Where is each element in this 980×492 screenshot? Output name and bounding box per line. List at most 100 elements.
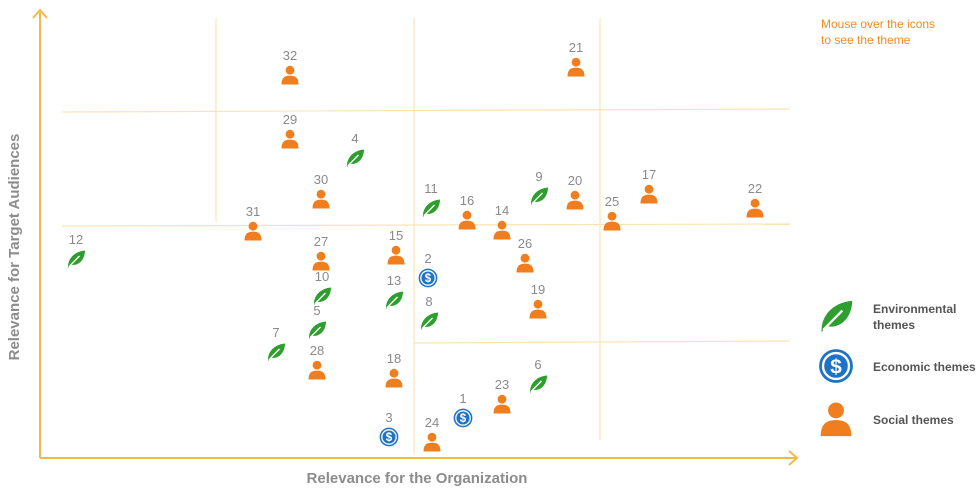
data-point-label: 16 [460, 193, 474, 208]
data-point-27[interactable]: 27 [312, 234, 330, 271]
data-point-16[interactable]: 16 [458, 193, 476, 230]
data-point-30[interactable]: 30 [312, 172, 330, 209]
person-icon [516, 253, 534, 273]
hover-hint-line-2: to see the theme [821, 33, 911, 47]
data-point-13[interactable]: 13 [385, 273, 404, 310]
data-point-31[interactable]: 31 [244, 204, 262, 241]
data-point-26[interactable]: 26 [516, 236, 534, 273]
data-points: 1234567891011121314151617181920212223242… [67, 40, 764, 452]
data-point-21[interactable]: 21 [567, 40, 585, 77]
data-point-4[interactable]: 4 [346, 131, 365, 168]
legend: Environmental themes Economic themes Social… [818, 299, 976, 437]
data-point-28[interactable]: 28 [308, 343, 326, 380]
person-icon [281, 65, 299, 85]
legend-item-environmental: Environmental themes [820, 299, 956, 334]
leaf-icon [346, 148, 365, 168]
data-point-25[interactable]: 25 [603, 194, 621, 231]
data-point-label: 13 [387, 273, 401, 288]
data-point-label: 24 [425, 415, 439, 430]
data-point-14[interactable]: 14 [493, 203, 511, 240]
data-point-label: 4 [351, 131, 358, 146]
data-point-23[interactable]: 23 [493, 377, 511, 414]
person-icon [312, 189, 330, 209]
leaf-icon [67, 249, 86, 269]
data-point-label: 20 [568, 173, 582, 188]
data-point-7[interactable]: 7 [267, 325, 286, 362]
legend-label: Environmental [873, 302, 956, 316]
data-point-label: 3 [385, 410, 392, 425]
legend-item-social: Social themes [820, 402, 954, 437]
data-point-15[interactable]: 15 [387, 228, 405, 265]
data-point-label: 23 [495, 377, 509, 392]
axes [32, 8, 799, 466]
person-icon [566, 190, 584, 210]
person-icon [458, 210, 476, 230]
data-point-12[interactable]: 12 [67, 232, 86, 269]
data-point-label: 14 [495, 203, 509, 218]
data-point-19[interactable]: 19 [529, 282, 547, 319]
person-icon [640, 184, 658, 204]
leaf-icon [385, 290, 404, 310]
data-point-22[interactable]: 22 [746, 181, 764, 218]
data-point-2[interactable]: 2 [418, 251, 438, 288]
data-point-label: 28 [310, 343, 324, 358]
data-point-6[interactable]: 6 [529, 357, 548, 394]
data-point-label: 11 [424, 181, 438, 196]
dollar-coin-icon [379, 427, 399, 447]
y-axis-arrow-icon [32, 8, 48, 19]
person-icon [567, 57, 585, 77]
data-point-5[interactable]: 5 [308, 303, 327, 340]
data-point-label: 29 [283, 112, 297, 127]
leaf-icon [820, 299, 854, 334]
person-icon [820, 402, 852, 437]
person-icon [281, 129, 299, 149]
data-point-label: 30 [314, 172, 328, 187]
data-point-label: 7 [272, 325, 279, 340]
data-point-8[interactable]: 8 [420, 294, 439, 331]
legend-label: Social themes [873, 413, 954, 427]
data-point-label: 10 [315, 269, 329, 284]
data-point-label: 15 [389, 228, 403, 243]
data-point-17[interactable]: 17 [640, 167, 658, 204]
data-point-3[interactable]: 3 [379, 410, 399, 447]
data-point-29[interactable]: 29 [281, 112, 299, 149]
data-point-18[interactable]: 18 [385, 351, 403, 388]
legend-label-line-2: themes [873, 318, 915, 332]
data-point-label: 21 [569, 40, 583, 55]
legend-label: Economic themes [873, 360, 976, 374]
grid-line [413, 340, 791, 344]
person-icon [244, 221, 262, 241]
person-icon [529, 299, 547, 319]
data-point-label: 32 [283, 48, 297, 63]
data-point-label: 17 [642, 167, 656, 182]
dollar-coin-icon [818, 348, 854, 384]
data-point-label: 9 [535, 169, 542, 184]
hover-hint: Mouse over the icons to see the theme [821, 16, 971, 48]
x-axis-title: Relevance for the Organization [307, 470, 528, 487]
leaf-icon [267, 342, 286, 362]
data-point-32[interactable]: 32 [281, 48, 299, 85]
leaf-icon [529, 374, 548, 394]
data-point-label: 5 [313, 303, 320, 318]
leaf-icon [530, 186, 549, 206]
leaf-icon [420, 311, 439, 331]
dollar-coin-icon [453, 408, 473, 428]
hover-hint-line-1: Mouse over the icons [821, 17, 936, 31]
data-point-label: 8 [425, 294, 432, 309]
data-point-label: 27 [314, 234, 328, 249]
x-axis-arrow-icon [788, 450, 799, 466]
data-point-9[interactable]: 9 [530, 169, 549, 206]
leaf-icon [422, 198, 441, 218]
data-point-label: 1 [459, 391, 466, 406]
data-point-11[interactable]: 11 [422, 181, 441, 218]
data-point-1[interactable]: 1 [453, 391, 473, 428]
data-point-label: 19 [531, 282, 545, 297]
grid-lines [61, 18, 791, 455]
data-point-20[interactable]: 20 [566, 173, 584, 210]
data-point-24[interactable]: 24 [423, 415, 441, 452]
data-point-label: 2 [424, 251, 431, 266]
data-point-10[interactable]: 10 [313, 269, 332, 306]
y-axis-title: Relevance for Target Audiences [6, 134, 23, 361]
dollar-coin-icon [418, 268, 438, 288]
